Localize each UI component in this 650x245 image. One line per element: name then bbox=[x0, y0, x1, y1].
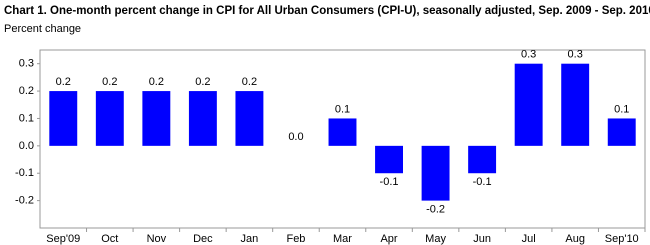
x-tick-label: Jan bbox=[241, 233, 259, 245]
plot-frame bbox=[39, 49, 646, 229]
bar bbox=[468, 145, 497, 174]
bar bbox=[328, 118, 357, 146]
value-label: -0.1 bbox=[380, 176, 399, 188]
x-tick-label: Jul bbox=[522, 233, 536, 245]
bar bbox=[607, 118, 636, 146]
value-label: 0.2 bbox=[102, 76, 117, 88]
y-tick-label: 0.0 bbox=[19, 140, 34, 152]
x-tick-label: Apr bbox=[380, 233, 397, 245]
x-tick-label: Dec bbox=[193, 233, 213, 245]
bar bbox=[561, 63, 590, 146]
x-tick-label: May bbox=[425, 233, 446, 245]
y-tick-label: 0.1 bbox=[19, 112, 34, 124]
x-tick-label: Aug bbox=[565, 233, 585, 245]
bar bbox=[375, 145, 403, 174]
value-label: 0.0 bbox=[288, 131, 303, 143]
chart-title: Chart 1. One-month percent change in CPI… bbox=[4, 5, 650, 17]
value-label: -0.1 bbox=[473, 176, 492, 188]
value-label: 0.3 bbox=[568, 49, 583, 61]
value-label: 0.2 bbox=[149, 76, 164, 88]
x-tick-label: Feb bbox=[286, 233, 305, 245]
value-label: 0.2 bbox=[56, 76, 71, 88]
bar bbox=[514, 63, 543, 146]
x-tick-label: Oct bbox=[101, 233, 118, 245]
bar bbox=[188, 91, 217, 146]
x-tick-label: Mar bbox=[333, 233, 352, 245]
bar bbox=[421, 145, 450, 201]
x-tick-label: Jun bbox=[473, 233, 491, 245]
y-axis-label: Percent change bbox=[4, 23, 81, 35]
bar bbox=[95, 91, 124, 146]
x-tick-label: Sep'09 bbox=[46, 233, 80, 245]
value-label: 0.1 bbox=[335, 103, 350, 115]
bar bbox=[235, 91, 264, 146]
value-label: -0.2 bbox=[426, 204, 445, 216]
value-label: 0.2 bbox=[195, 76, 210, 88]
bar bbox=[142, 91, 171, 146]
bar bbox=[49, 91, 78, 146]
value-label: 0.3 bbox=[521, 49, 536, 61]
y-tick-label: 0.3 bbox=[19, 58, 34, 70]
y-tick-label: -0.1 bbox=[15, 167, 34, 179]
value-label: 0.1 bbox=[614, 103, 629, 115]
y-tick-label: 0.2 bbox=[19, 85, 34, 97]
y-tick-label: -0.2 bbox=[15, 195, 34, 207]
x-tick-label: Nov bbox=[147, 233, 167, 245]
value-label: 0.2 bbox=[242, 76, 257, 88]
x-tick-label: Sep'10 bbox=[605, 233, 639, 245]
